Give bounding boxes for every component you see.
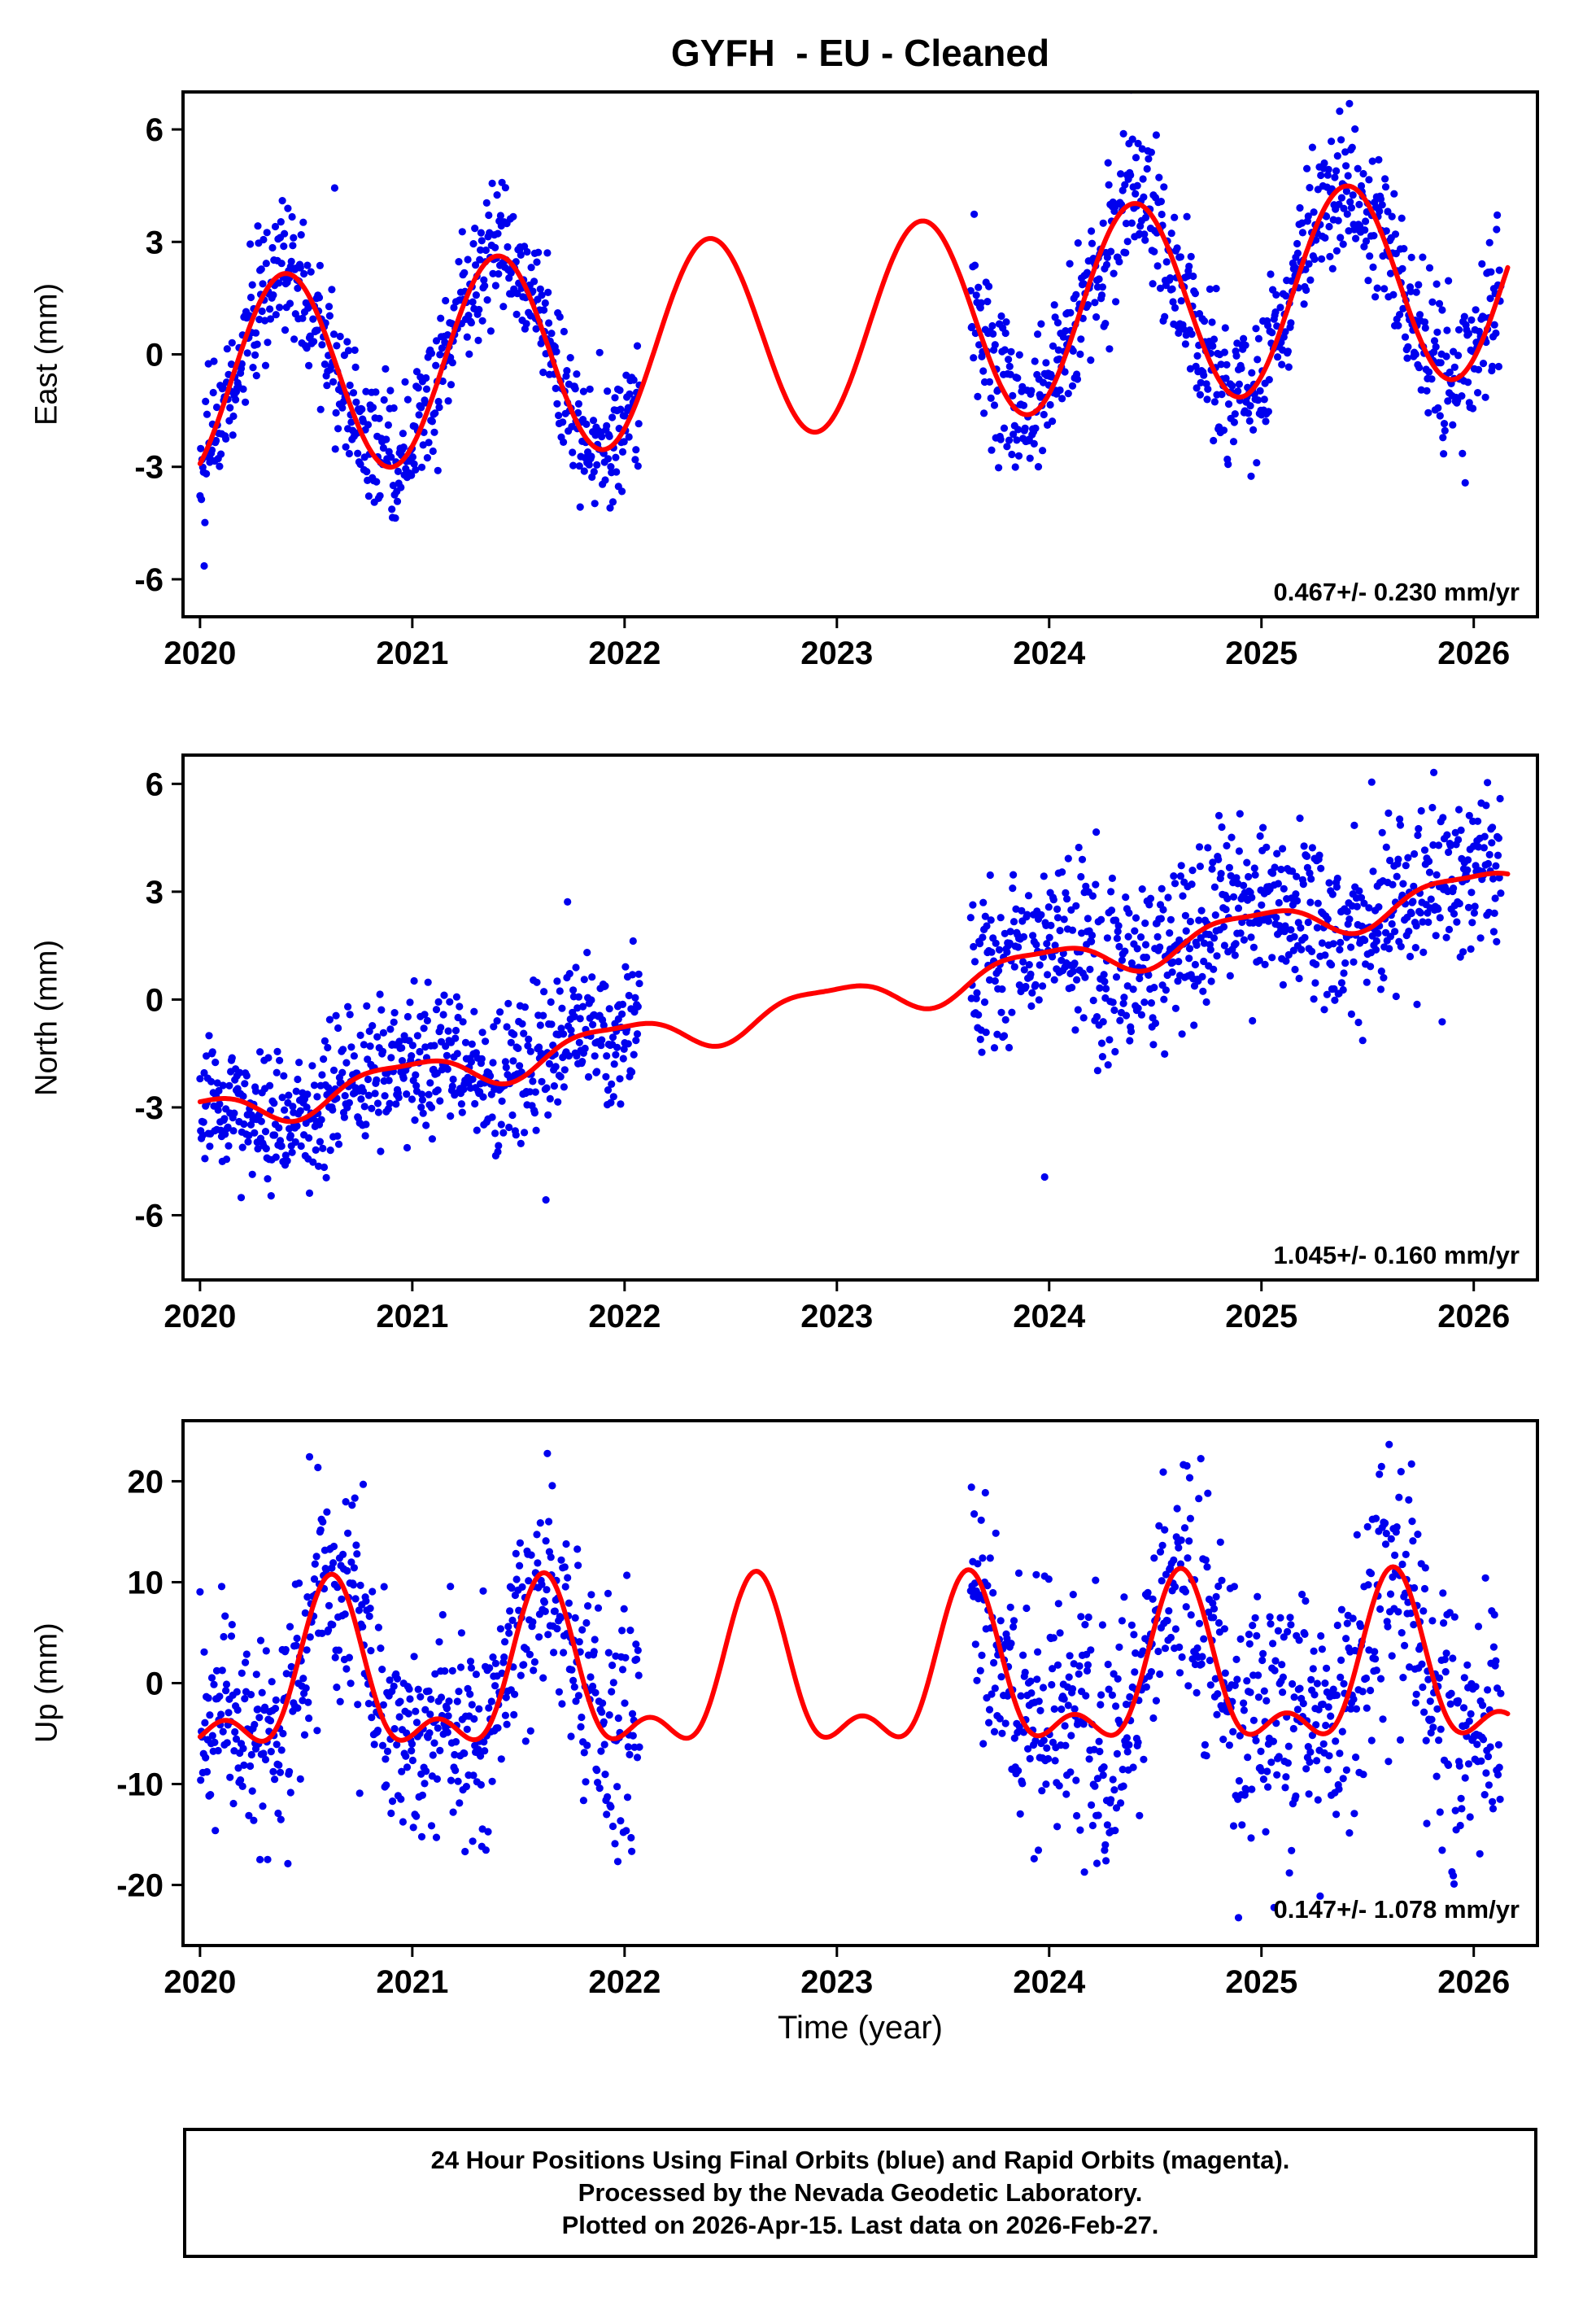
up-plot-frame: [181, 1419, 1539, 1947]
svg-text:-10: -10: [116, 1767, 164, 1803]
east-tick-marks: [172, 128, 1476, 628]
svg-text:2020: 2020: [164, 1299, 236, 1334]
x-axis-label: Time (year): [778, 2010, 943, 2046]
svg-text:2020: 2020: [164, 635, 236, 671]
north-rate-annotation: 1.045+/- 0.160 mm/yr: [1273, 1241, 1520, 1269]
svg-text:2021: 2021: [376, 1964, 448, 2000]
up-model-curve: [197, 1564, 1511, 1744]
svg-text:20: 20: [128, 1464, 164, 1500]
y-axis-label-north: North (mm): [29, 939, 64, 1096]
svg-text:2025: 2025: [1225, 635, 1297, 671]
svg-text:0: 0: [146, 982, 164, 1018]
svg-text:-6: -6: [134, 1198, 164, 1234]
svg-text:2025: 2025: [1225, 1299, 1297, 1334]
footer-line-3: Plotted on 2026-Apr-15. Last data on 202…: [561, 2211, 1159, 2239]
north-data-layer: [196, 768, 1511, 1204]
north-scatter-points: [196, 768, 1505, 1204]
svg-text:2024: 2024: [1013, 635, 1086, 671]
svg-text:2021: 2021: [376, 635, 448, 671]
svg-text:2022: 2022: [588, 1299, 661, 1334]
north-tick-labels: 2020 2021 2022 2023 2024 2025 2026 -6 -3 0 3 6: [134, 766, 1510, 1334]
east-model-curve: [197, 183, 1511, 470]
east-tick-labels: 2020 2021 2022 2023 2024 2025 2026 -6 -3 0 3 6: [134, 112, 1510, 671]
svg-text:-6: -6: [134, 562, 164, 598]
svg-text:6: 6: [146, 766, 164, 802]
svg-text:2021: 2021: [376, 1299, 448, 1334]
up-rate-annotation: 0.147+/- 1.078 mm/yr: [1273, 1895, 1520, 1924]
footer-line-1: 24 Hour Positions Using Final Orbits (bl…: [430, 2146, 1290, 2174]
svg-text:2022: 2022: [588, 1964, 661, 2000]
svg-text:2023: 2023: [800, 1964, 873, 2000]
svg-text:10: 10: [128, 1565, 164, 1601]
svg-text:0: 0: [146, 1666, 164, 1702]
up-tick-marks: [172, 1479, 1476, 1957]
svg-text:2026: 2026: [1437, 1299, 1510, 1334]
east-scatter-points: [196, 92, 1505, 570]
y-axis-label-up: Up (mm): [29, 1622, 64, 1744]
svg-text:-20: -20: [116, 1868, 164, 1904]
svg-text:2024: 2024: [1013, 1964, 1086, 2000]
north-model-curve: [197, 871, 1511, 1125]
east-rate-annotation: 0.467+/- 0.230 mm/yr: [1273, 578, 1520, 606]
svg-text:-3: -3: [134, 450, 164, 486]
svg-text:3: 3: [146, 875, 164, 911]
svg-text:2020: 2020: [164, 1964, 236, 2000]
svg-text:2022: 2022: [588, 635, 661, 671]
svg-text:2023: 2023: [800, 1299, 873, 1334]
svg-text:0: 0: [146, 338, 164, 373]
page-title: GYFH - EU - Cleaned: [670, 32, 1050, 74]
svg-text:2026: 2026: [1437, 635, 1510, 671]
north-tick-marks: [172, 782, 1476, 1291]
svg-text:2024: 2024: [1013, 1299, 1086, 1334]
svg-text:-3: -3: [134, 1090, 164, 1126]
footer-box: 24 Hour Positions Using Final Orbits (bl…: [183, 2128, 1537, 2258]
north-plot-frame: [181, 753, 1539, 1282]
footer-line-2: Processed by the Nevada Geodetic Laborat…: [578, 2178, 1143, 2207]
up-data-layer: [196, 1440, 1511, 1922]
svg-text:3: 3: [146, 225, 164, 260]
up-tick-labels: 2020 2021 2022 2023 2024 2025 2026 -20 -10 0 10 20: [116, 1464, 1510, 2000]
svg-text:2025: 2025: [1225, 1964, 1297, 2000]
svg-text:6: 6: [146, 112, 164, 148]
east-data-layer: [196, 92, 1511, 570]
svg-text:2023: 2023: [800, 635, 873, 671]
y-axis-label-east: East (mm): [29, 282, 64, 426]
svg-text:2026: 2026: [1437, 1964, 1510, 2000]
